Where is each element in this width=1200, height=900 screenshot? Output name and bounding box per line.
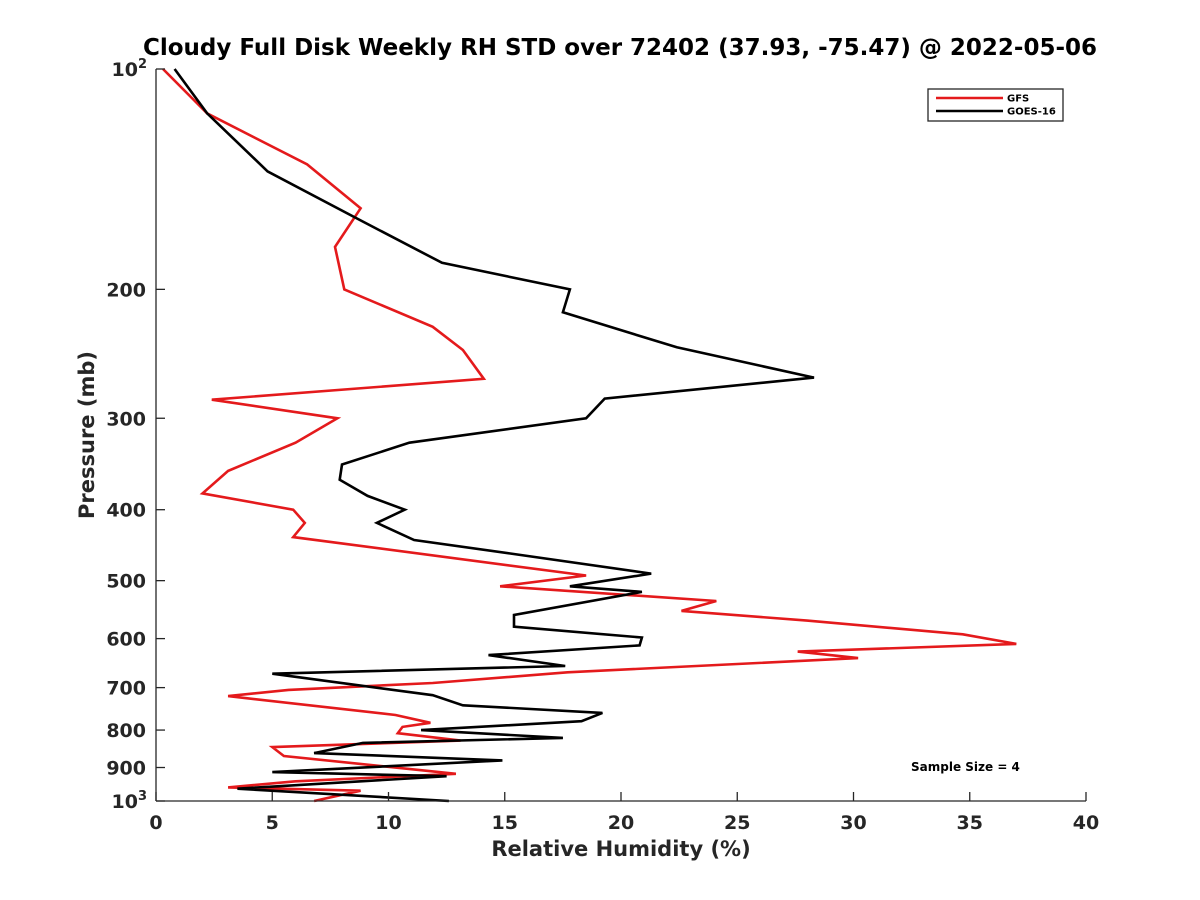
y-tick-label: 800	[106, 720, 146, 742]
legend-label-gfs: GFS	[1007, 94, 1029, 105]
sample-size-annotation: Sample Size = 4	[911, 760, 1020, 774]
x-tick-label: 35	[957, 812, 983, 834]
legend-label-goes-16: GOES-16	[1007, 107, 1056, 118]
y-tick-label: 900	[106, 758, 146, 780]
y-tick-label: 102	[112, 57, 148, 81]
legend-box	[927, 88, 1064, 122]
x-tick-label: 5	[266, 812, 279, 834]
series-line-goes-16	[173, 68, 815, 803]
plot-area	[162, 68, 1017, 803]
y-tick-label: 700	[106, 678, 146, 700]
y-axis-label: Pressure (mb)	[75, 351, 99, 519]
x-axis-ticks: 0 5 10 15 20 25 30 35 40	[149, 792, 1099, 834]
x-tick-label: 0	[149, 812, 162, 834]
x-tick-label: 20	[608, 812, 634, 834]
x-tick-label: 15	[492, 812, 518, 834]
x-tick-label: 25	[724, 812, 750, 834]
legend: GFS GOES-16	[927, 88, 1064, 122]
x-tick-label: 40	[1073, 812, 1099, 834]
y-tick-label: 600	[106, 629, 146, 651]
x-tick-label: 30	[840, 812, 866, 834]
x-axis-label: Relative Humidity (%)	[491, 837, 750, 861]
y-tick-label: 400	[106, 500, 146, 522]
y-tick-label: 300	[106, 408, 146, 430]
x-tick-label: 10	[375, 812, 401, 834]
chart-title: Cloudy Full Disk Weekly RH STD over 7240…	[143, 35, 1097, 61]
y-axis-ticks: 102 200 300 400 500 600 700 800 900 103	[106, 57, 165, 813]
y-tick-label: 500	[106, 571, 146, 593]
y-tick-label: 200	[106, 279, 146, 301]
y-tick-label: 103	[112, 789, 148, 813]
